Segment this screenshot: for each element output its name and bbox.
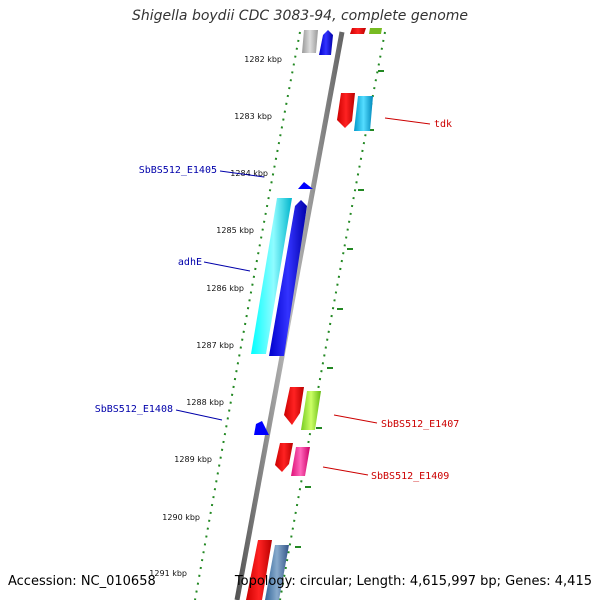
leader-line-SbBS512_E1408 bbox=[175, 409, 223, 421]
ruler-label-1284: 1284 kbp bbox=[230, 169, 268, 178]
gene-label-adhE[interactable]: adhE bbox=[178, 257, 202, 268]
ruler-ticks-right bbox=[295, 70, 384, 548]
ruler-label-1285: 1285 kbp bbox=[216, 226, 254, 235]
gene-feature-SbBS512_E1407[interactable] bbox=[301, 391, 321, 430]
gene-feature-blue-top[interactable] bbox=[319, 30, 333, 55]
genome-stats-text: Topology: circular; Length: 4,615,997 bp… bbox=[234, 574, 592, 589]
gene-feature-grey-top[interactable] bbox=[302, 30, 318, 53]
gene-feature-SbBS512_E1405[interactable] bbox=[298, 182, 313, 189]
leader-line-SbBS512_E1405 bbox=[219, 170, 265, 178]
ruler-label-1289: 1289 kbp bbox=[174, 455, 212, 464]
gene-feature-tdk[interactable] bbox=[354, 96, 373, 131]
gene-feature-red-E1407-adjacent[interactable] bbox=[284, 387, 304, 425]
leader-line-tdk bbox=[384, 117, 431, 125]
ruler-label-1291: 1291 kbp bbox=[149, 569, 187, 578]
gene-feature-red-tdk-adjacent[interactable] bbox=[337, 93, 355, 128]
gene-label-SbBS512_E1405[interactable]: SbBS512_E1405 bbox=[139, 165, 217, 176]
gene-feature-red-E1409-adjacent[interactable] bbox=[275, 443, 293, 472]
ruler-label-1287: 1287 kbp bbox=[196, 341, 234, 350]
gene-label-SbBS512_E1407[interactable]: SbBS512_E1407 bbox=[381, 419, 459, 430]
leader-line-SbBS512_E1409 bbox=[322, 466, 369, 476]
gene-feature-adhE[interactable] bbox=[251, 198, 292, 354]
gene-label-SbBS512_E1409[interactable]: SbBS512_E1409 bbox=[371, 471, 449, 482]
gene-feature-red-top[interactable] bbox=[350, 28, 366, 34]
gene-label-tdk[interactable]: tdk bbox=[434, 119, 452, 130]
ruler-label-1286: 1286 kbp bbox=[206, 284, 244, 293]
ruler-label-1288: 1288 kbp bbox=[186, 398, 224, 407]
ruler-labels: 1282 kbp 1283 kbp 1284 kbp 1285 kbp 1286… bbox=[149, 55, 282, 578]
leader-line-SbBS512_E1407 bbox=[333, 414, 378, 424]
genome-title: Shigella boydii CDC 3083-94, complete ge… bbox=[131, 8, 469, 24]
ruler-label-1290: 1290 kbp bbox=[162, 513, 200, 522]
ruler-label-1282: 1282 kbp bbox=[244, 55, 282, 64]
gene-label-SbBS512_E1408[interactable]: SbBS512_E1408 bbox=[95, 404, 173, 415]
gene-feature-red-bottom[interactable] bbox=[246, 540, 272, 600]
gene-feature-green-top[interactable] bbox=[369, 28, 382, 34]
gene-feature-SbBS512_E1408[interactable] bbox=[254, 421, 269, 435]
accession-text: Accession: NC_010658 bbox=[8, 574, 156, 589]
ruler-label-1283: 1283 kbp bbox=[234, 112, 272, 121]
gene-feature-SbBS512_E1409[interactable] bbox=[291, 447, 310, 476]
gene-feature-steel-bottom[interactable] bbox=[265, 545, 289, 600]
gene-feature-blue-large[interactable] bbox=[269, 200, 307, 356]
ruler-track-left bbox=[194, 31, 301, 600]
leader-line-adhE bbox=[203, 261, 251, 272]
